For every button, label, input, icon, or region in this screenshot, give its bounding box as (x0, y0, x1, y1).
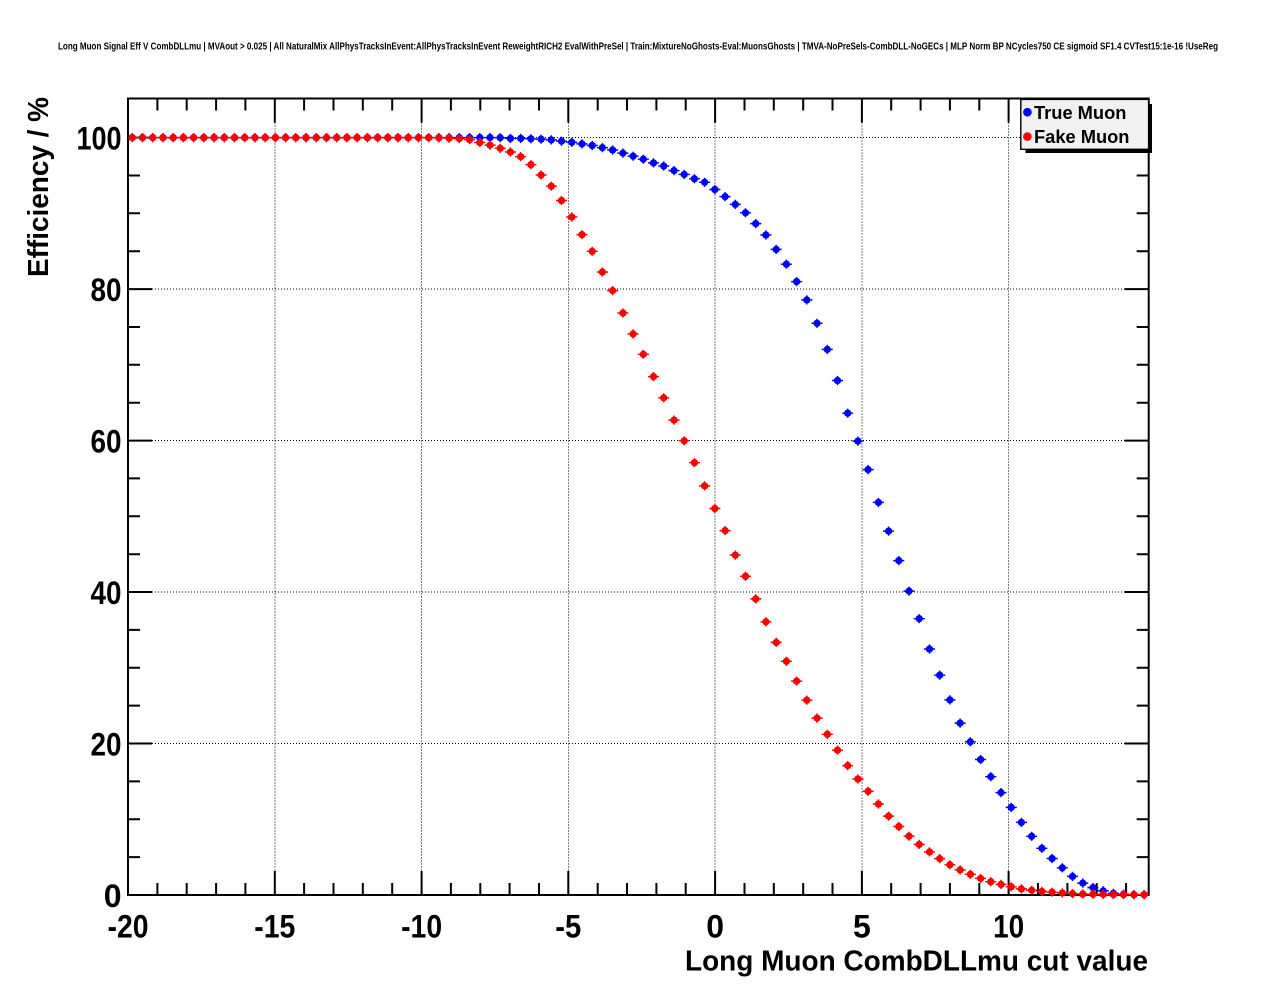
svg-text:0: 0 (104, 878, 122, 914)
svg-text:-15: -15 (254, 909, 295, 945)
svg-text:20: 20 (91, 727, 122, 763)
svg-text:Efficiency / %: Efficiency / % (23, 97, 55, 277)
svg-text:-20: -20 (108, 909, 149, 945)
svg-text:80: 80 (91, 272, 122, 308)
svg-text:10: 10 (993, 909, 1024, 945)
svg-text:100: 100 (77, 121, 122, 157)
svg-text:60: 60 (91, 424, 122, 460)
svg-text:Long Muon CombDLLmu cut value: Long Muon CombDLLmu cut value (685, 946, 1148, 978)
svg-text:-5: -5 (555, 909, 581, 945)
svg-text:5: 5 (853, 909, 871, 945)
svg-text:True Muon: True Muon (1034, 102, 1126, 123)
svg-text:Fake Muon: Fake Muon (1034, 126, 1129, 147)
svg-text:Long Muon Signal Eff V CombDLL: Long Muon Signal Eff V CombDLLmu | MVAou… (58, 42, 1218, 53)
svg-text:40: 40 (91, 575, 122, 611)
svg-text:0: 0 (706, 909, 724, 945)
svg-text:-10: -10 (401, 909, 442, 945)
